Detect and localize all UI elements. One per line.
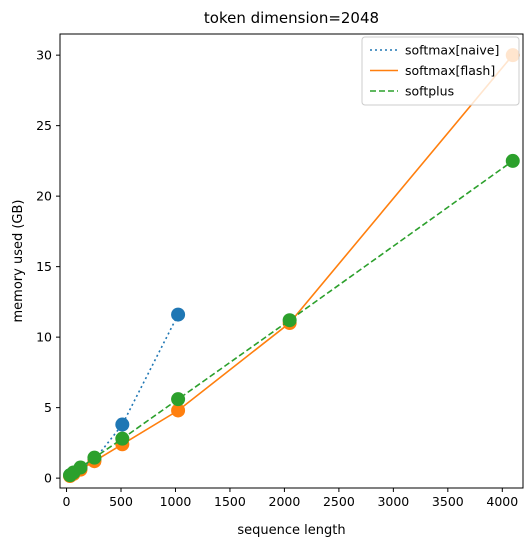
x-tick-label: 3500 [432,494,464,509]
series-0 [63,307,186,483]
y-axis-label: memory used (GB) [11,200,26,323]
y-tick-label: 5 [44,400,52,415]
y-tick-label: 0 [44,471,52,486]
x-tick-label: 1000 [160,494,192,509]
series-line-0 [69,314,179,476]
x-tick-label: 0 [63,494,71,509]
x-tick-label: 500 [109,494,133,509]
data-point [171,307,186,322]
data-point [171,403,186,418]
data-point [282,313,297,328]
legend: softmax[naive] softmax[flash] softplus [361,36,520,106]
y-tick-label: 25 [36,118,52,133]
y-axis: 0 5 10 15 20 25 30 [36,48,60,486]
data-point [115,417,130,432]
data-point [87,450,102,465]
y-tick-label: 10 [36,330,52,345]
data-point [115,431,130,446]
plot-area [63,48,520,484]
x-tick-label: 3000 [377,494,409,509]
x-axis: 0 500 1000 1500 2000 2500 3000 3500 4000 [63,488,518,509]
y-tick-label: 15 [36,259,52,274]
legend-label: softplus [405,84,454,99]
x-tick-label: 2000 [269,494,301,509]
x-tick-label: 4000 [486,494,518,509]
legend-box [361,36,520,106]
plot-frame [59,33,524,489]
x-axis-label: sequence length [237,523,345,538]
x-tick-label: 2500 [323,494,355,509]
x-tick-label: 1500 [214,494,246,509]
legend-label: softmax[naive] [405,43,499,58]
y-tick-label: 20 [36,189,52,204]
chart-title: token dimension=2048 [204,9,379,27]
series-1 [63,48,520,484]
legend-label: softmax[flash] [405,63,495,78]
data-point [505,153,520,168]
y-tick-label: 30 [36,48,52,63]
series-line-1 [69,54,514,477]
data-point [171,392,186,407]
data-point [73,460,88,475]
series-2 [63,153,520,483]
